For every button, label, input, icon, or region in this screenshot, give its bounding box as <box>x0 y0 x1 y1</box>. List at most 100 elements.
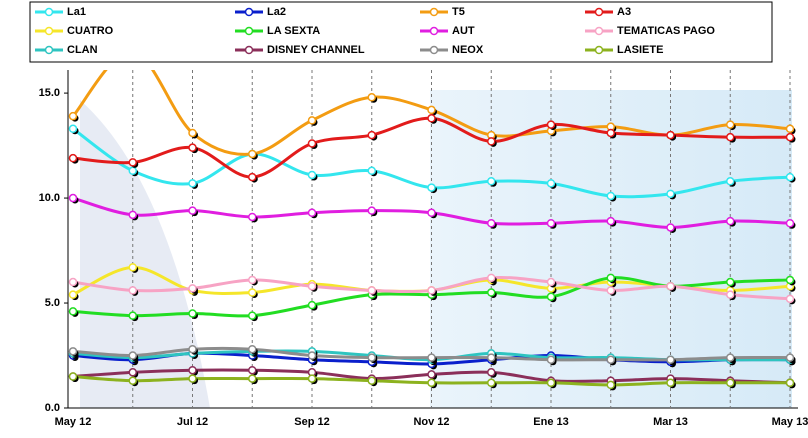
legend-marker <box>44 7 54 17</box>
point <box>367 166 376 176</box>
legend-marker <box>429 45 439 55</box>
point <box>307 139 317 148</box>
point <box>367 376 376 385</box>
point <box>785 172 795 182</box>
legend-marker <box>44 26 54 36</box>
point <box>307 208 317 218</box>
point <box>68 290 78 299</box>
legend-label: LASIETE <box>617 44 663 56</box>
point <box>666 130 675 140</box>
point <box>487 219 496 228</box>
legend-label: TEMATICAS PAGO <box>617 25 715 37</box>
point <box>546 378 556 388</box>
point <box>666 223 675 232</box>
point <box>128 376 137 385</box>
point <box>487 177 496 186</box>
x-tick-label: Mar 13 <box>653 416 688 428</box>
point <box>128 368 137 377</box>
legend-marker <box>429 7 439 17</box>
point <box>248 172 257 182</box>
point <box>68 277 78 287</box>
point <box>606 355 615 364</box>
point <box>128 210 137 220</box>
point <box>427 183 436 192</box>
point <box>726 216 735 226</box>
x-tick-label: Sep 12 <box>294 416 329 428</box>
point <box>307 281 317 291</box>
point <box>68 372 78 381</box>
point <box>546 355 556 364</box>
point <box>666 355 675 364</box>
point <box>188 143 197 152</box>
legend-marker <box>244 45 254 55</box>
point <box>487 288 496 297</box>
point <box>427 105 436 115</box>
point <box>726 290 735 299</box>
legend-label: T5 <box>452 6 465 18</box>
point <box>128 158 137 167</box>
point <box>188 309 197 318</box>
background-decoration <box>80 100 210 408</box>
point <box>68 153 78 163</box>
point <box>248 149 257 159</box>
point <box>487 368 496 377</box>
point <box>606 191 615 201</box>
legend-label: CLAN <box>67 44 98 56</box>
point <box>546 292 556 301</box>
legend-label: LA SEXTA <box>267 25 320 37</box>
point <box>248 311 257 320</box>
point <box>487 353 496 362</box>
point <box>726 378 735 388</box>
point <box>128 166 137 176</box>
legend-label: CUATRO <box>67 25 114 37</box>
x-tick-label: Ene 13 <box>533 416 568 428</box>
point <box>248 275 257 285</box>
legend-marker <box>594 26 604 36</box>
point <box>248 365 257 375</box>
point <box>606 286 615 295</box>
plot-area <box>68 70 796 391</box>
point <box>307 116 317 125</box>
point <box>68 347 78 356</box>
legend-box <box>29 1 773 63</box>
legend-label: AUT <box>452 25 475 37</box>
point <box>546 120 556 129</box>
legend-label: A3 <box>617 6 631 18</box>
point <box>427 370 436 379</box>
point <box>427 378 436 388</box>
point <box>367 93 376 102</box>
point <box>785 124 795 134</box>
point <box>188 374 197 383</box>
point <box>726 132 735 142</box>
point <box>606 216 615 226</box>
point <box>188 128 197 138</box>
point <box>128 263 137 272</box>
point <box>307 351 317 360</box>
point <box>487 137 496 146</box>
point <box>785 275 795 285</box>
legend-marker <box>244 26 254 36</box>
point <box>785 132 795 142</box>
legend-marker <box>44 45 54 55</box>
point <box>427 208 436 218</box>
legend-marker <box>594 7 604 17</box>
legend-label: DISNEY CHANNEL <box>267 44 365 56</box>
point <box>307 170 317 180</box>
point <box>248 212 257 222</box>
legend-marker <box>429 26 439 36</box>
legend-label: La2 <box>267 6 286 18</box>
x-tick-label: Jul 12 <box>177 416 208 428</box>
point <box>307 300 317 310</box>
point <box>726 353 735 362</box>
point <box>666 189 675 199</box>
point <box>785 219 795 228</box>
point <box>726 277 735 287</box>
point <box>68 124 78 134</box>
point <box>128 286 137 295</box>
x-tick-label: May 12 <box>55 416 92 428</box>
legend-marker <box>594 45 604 55</box>
point <box>487 378 496 388</box>
point <box>726 177 735 186</box>
point <box>367 286 376 295</box>
point <box>68 307 78 316</box>
